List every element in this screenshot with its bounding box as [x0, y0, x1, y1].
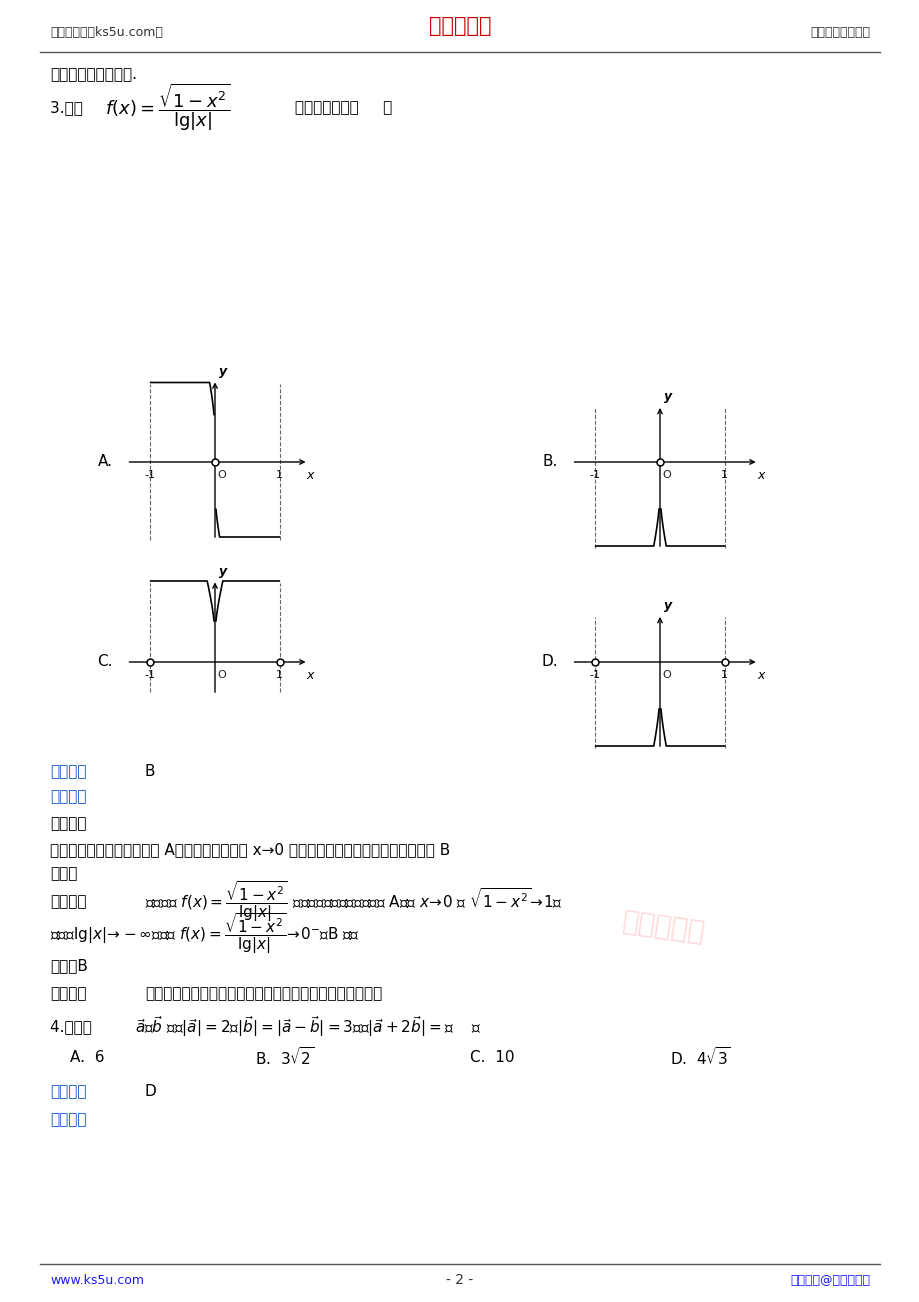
Text: A.  6: A. 6: [70, 1049, 105, 1065]
Text: y: y: [664, 599, 672, 612]
Text: 版权所有@高考资源网: 版权所有@高考资源网: [789, 1273, 869, 1286]
Text: D.  $4\sqrt{3}$: D. $4\sqrt{3}$: [669, 1046, 730, 1068]
Text: 故选：B: 故选：B: [50, 958, 88, 974]
Text: 的能力，属于基础题.: 的能力，属于基础题.: [50, 68, 137, 82]
Text: 【解析】: 【解析】: [50, 789, 86, 805]
Text: x: x: [756, 469, 764, 482]
Text: O: O: [217, 671, 225, 680]
Text: 为正，$\lg|x|\!\to\!-\infty$，所以 $f(x)=\dfrac{\sqrt{1-x^{2}}}{\lg|x|}\!\to\!0^{-}$，B: 为正，$\lg|x|\!\to\!-\infty$，所以 $f(x)=\dfra…: [50, 911, 359, 957]
Text: 1: 1: [276, 470, 283, 480]
Text: -1: -1: [589, 671, 600, 680]
Text: 【点睛】: 【点睛】: [50, 987, 86, 1001]
Text: y: y: [664, 391, 672, 404]
Text: D.: D.: [540, 655, 558, 669]
Text: C.: C.: [97, 655, 113, 669]
Text: 1: 1: [276, 671, 283, 680]
Text: -1: -1: [589, 470, 600, 480]
Text: O: O: [217, 470, 225, 480]
Text: 项正确: 项正确: [50, 867, 77, 881]
Text: 的图象大致为（     ）: 的图象大致为（ ）: [289, 100, 391, 116]
Text: B: B: [145, 764, 155, 780]
Text: x: x: [306, 469, 314, 482]
Text: 【解析】: 【解析】: [50, 1112, 86, 1128]
Text: O: O: [662, 470, 670, 480]
Text: x: x: [306, 669, 314, 682]
Text: 您身边的高考专家: 您身边的高考专家: [809, 26, 869, 39]
Text: 高考资源网: 高考资源网: [619, 907, 706, 947]
Text: 4.设向量: 4.设向量: [50, 1019, 96, 1035]
Text: 3.函数: 3.函数: [50, 100, 87, 116]
Text: B.: B.: [542, 454, 558, 470]
Text: y: y: [219, 365, 227, 378]
Text: 本题考查应用奇偶性和特殊值法识别函数图像，属于基础题: 本题考查应用奇偶性和特殊值法识别函数图像，属于基础题: [145, 987, 381, 1001]
Text: D: D: [145, 1085, 156, 1099]
Text: B.  $3\sqrt{2}$: B. $3\sqrt{2}$: [255, 1046, 314, 1068]
Text: 1: 1: [720, 671, 727, 680]
Text: C.  10: C. 10: [470, 1049, 514, 1065]
Text: -1: -1: [145, 470, 155, 480]
Text: - 2 -: - 2 -: [446, 1273, 473, 1286]
Text: 由表达式 $f(x)=\dfrac{\sqrt{1-x^{2}}}{\lg|x|}$ 可知，函数为偶函数，排除 A，当 $x\!\to\!0$ 时 $\sqrt: 由表达式 $f(x)=\dfrac{\sqrt{1-x^{2}}}{\lg|x|…: [145, 880, 562, 924]
Text: y: y: [219, 565, 227, 578]
Text: 高考资源网: 高考资源网: [428, 16, 491, 36]
Text: www.ks5u.com: www.ks5u.com: [50, 1273, 144, 1286]
Text: -1: -1: [145, 671, 155, 680]
Text: 【分析】: 【分析】: [50, 816, 86, 832]
Text: O: O: [662, 671, 670, 680]
Text: 【答案】: 【答案】: [50, 764, 86, 780]
Text: $f(x)=\dfrac{\sqrt{1-x^{2}}}{\lg|x|}$: $f(x)=\dfrac{\sqrt{1-x^{2}}}{\lg|x|}$: [105, 81, 230, 133]
Text: 结合函数奇偶性特征先排除 A，再找特殊点，当 x→0 时，分析分子和分母的变化，可确定 B: 结合函数奇偶性特征先排除 A，再找特殊点，当 x→0 时，分析分子和分母的变化，…: [50, 842, 449, 858]
Text: 1: 1: [720, 470, 727, 480]
Text: $\vec{a}$，$\vec{b}$ 满足$|\vec{a}|=2$，$|\vec{b}|=|\vec{a}-\vec{b}|=3$，则$|\vec{a}+2: $\vec{a}$，$\vec{b}$ 满足$|\vec{a}|=2$，$|\v…: [135, 1014, 481, 1039]
Text: 【详解】: 【详解】: [50, 894, 86, 910]
Text: 高考资源网（ks5u.com）: 高考资源网（ks5u.com）: [50, 26, 163, 39]
Text: 【答案】: 【答案】: [50, 1085, 86, 1099]
Text: x: x: [756, 669, 764, 682]
Text: A.: A.: [98, 454, 113, 470]
